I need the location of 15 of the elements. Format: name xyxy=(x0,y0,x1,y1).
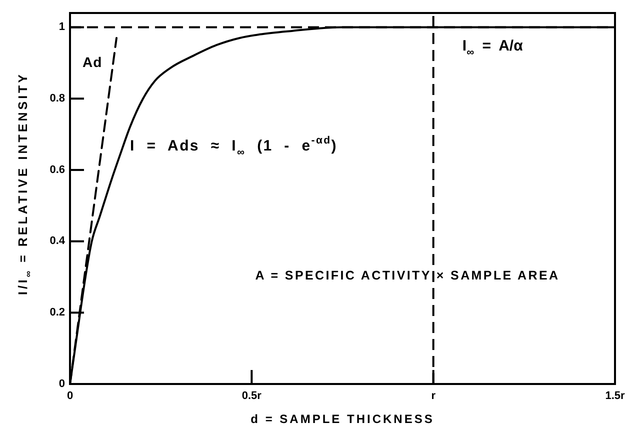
y-tick-label: 1 xyxy=(58,21,65,34)
series-label: I = Ads ≈ I$_{∞}$ (1 - e$^{-αd}$) xyxy=(130,134,338,158)
x-tick-label: 1.5r xyxy=(605,390,626,402)
x-tick-label: 0.5r xyxy=(242,390,262,402)
x-tick-label: 0 xyxy=(66,390,74,402)
y-tick-label: 0.4 xyxy=(50,235,66,248)
ref-line-label: I$_{∞}$ = A/α xyxy=(462,37,524,58)
x-axis-title: d = SAMPLE THICKNESS xyxy=(250,412,434,426)
y-tick-label: 0.6 xyxy=(50,164,65,176)
y-tick-label: 0 xyxy=(58,378,65,390)
annotation: A = SPECIFIC ACTIVITY × SAMPLE AREA xyxy=(255,268,560,283)
series-label: Ad xyxy=(82,54,102,70)
y-tick-label: 0.8 xyxy=(50,92,65,105)
y-tick-label: 0.2 xyxy=(50,306,65,319)
x-tick-label: r xyxy=(431,390,436,402)
